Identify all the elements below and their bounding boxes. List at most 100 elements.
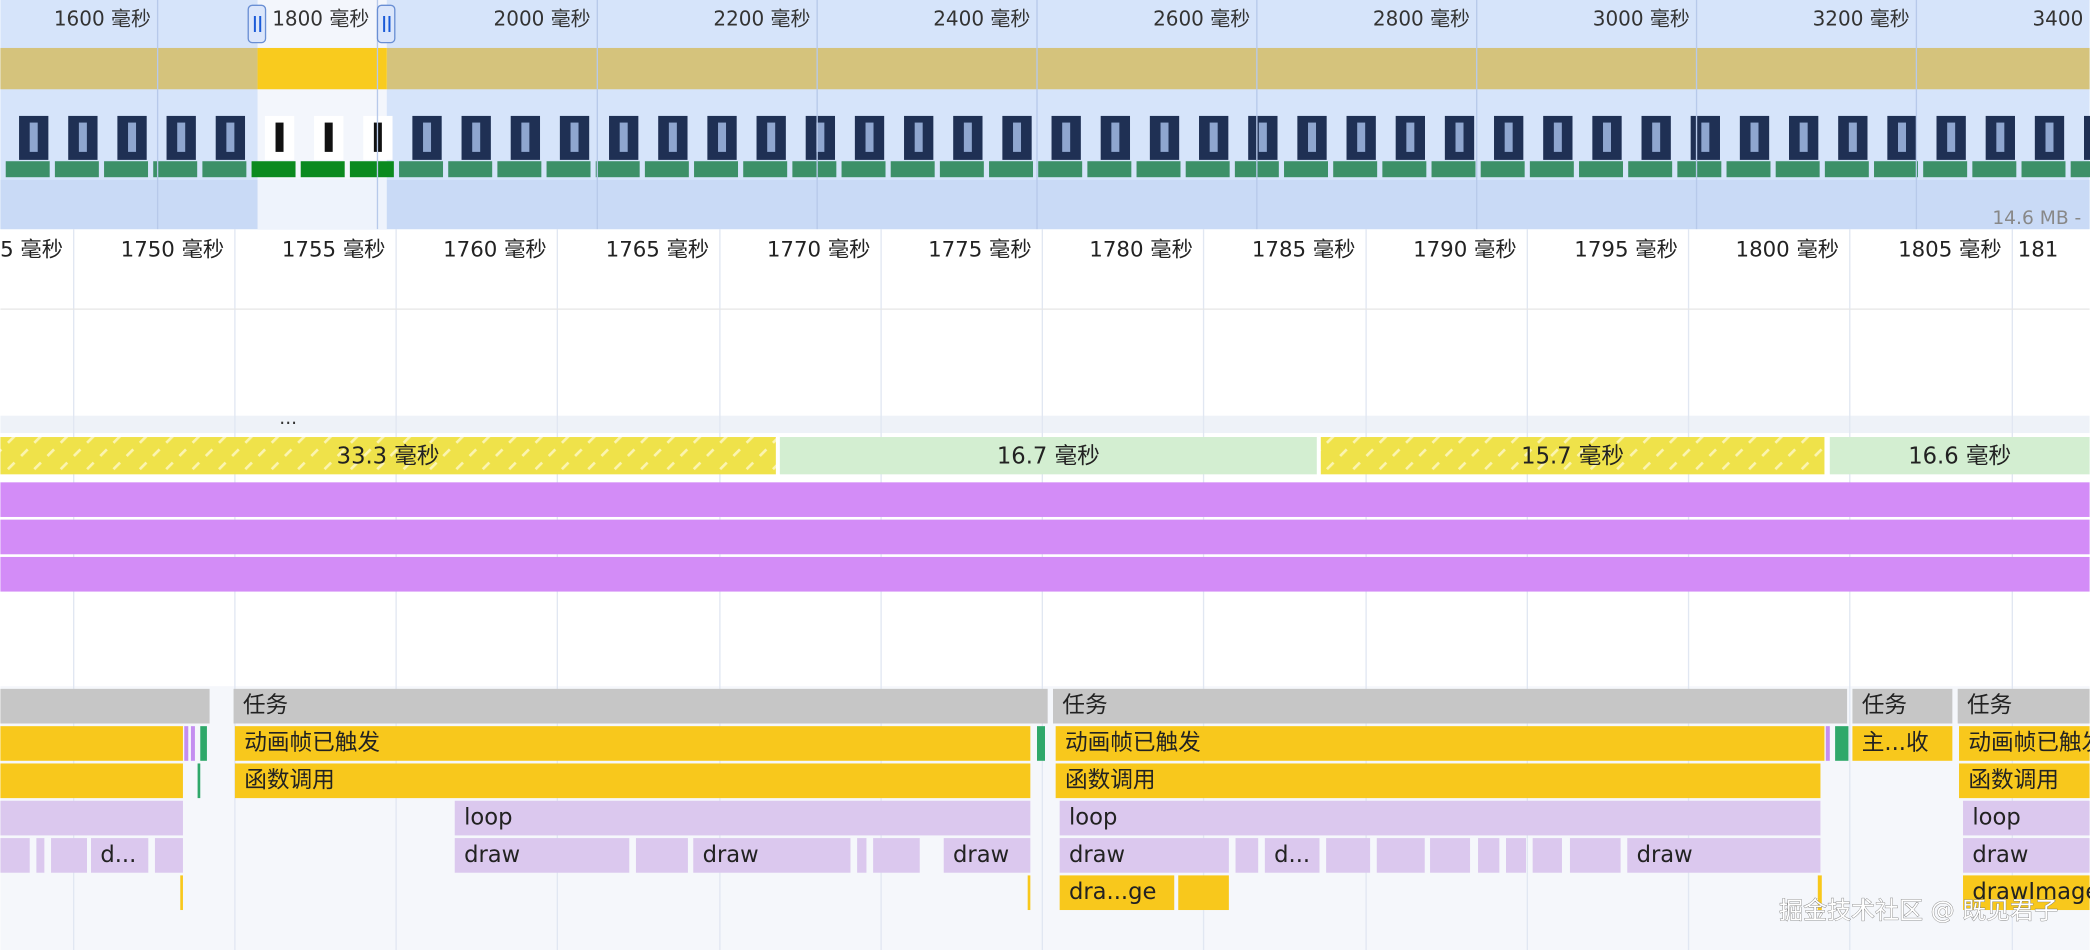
timeline-tick-label: 1790 毫秒 — [1413, 237, 1517, 262]
screenshot-figure — [128, 122, 137, 152]
screenshot-figure — [1848, 122, 1857, 152]
flame-sliver — [1817, 875, 1822, 911]
frame-bar — [1628, 161, 1673, 178]
overview-tick-label: 3400 毫秒 — [2032, 6, 2090, 30]
flame-sliver — [200, 726, 207, 761]
screenshot-figure — [767, 122, 776, 152]
screenshot-figure — [1455, 122, 1464, 152]
frame-bar — [841, 161, 886, 178]
flame-block — [1178, 875, 1229, 911]
flame-label: 任务 — [1862, 693, 1907, 719]
ellipsis-band — [0, 415, 2090, 434]
frame-bar — [694, 161, 739, 178]
frame-bar — [939, 161, 984, 178]
flame-block — [1326, 838, 1371, 873]
screenshot-figure — [1258, 122, 1267, 152]
timeline-tick-label: 1785 毫秒 — [1252, 237, 1356, 262]
gpu-row — [0, 556, 2090, 592]
frame-label: 15.7 毫秒 — [1521, 444, 1624, 470]
flame-label: loop — [1972, 805, 2020, 831]
flame-label: 动画帧已触发 — [244, 730, 380, 756]
flame-block — [857, 838, 867, 873]
frame-bar — [1136, 161, 1181, 178]
frame-bar — [1431, 161, 1476, 178]
screenshot-figure — [1652, 122, 1661, 152]
selection-handle — [376, 4, 396, 44]
selection-handle — [247, 4, 267, 44]
frame-bar — [989, 161, 1034, 178]
timeline-tick-label: 5 毫秒 — [0, 237, 63, 262]
flame-label: 任务 — [243, 693, 288, 719]
frame-bar — [153, 161, 198, 178]
flame-block — [0, 763, 183, 799]
screenshot-figure — [963, 122, 972, 152]
frame-label: 16.6 毫秒 — [1908, 444, 2011, 470]
overview-tick-label: 3000 毫秒 — [1593, 6, 1690, 30]
frame-label: 33.3 毫秒 — [337, 444, 440, 470]
screenshot-figure — [619, 122, 628, 152]
flame-label: draw — [953, 842, 1009, 868]
flame-label: 主...收 — [1862, 730, 1929, 756]
screenshot-figure — [816, 122, 825, 152]
screenshot-figure — [1750, 122, 1759, 152]
flame-label: loop — [464, 805, 512, 831]
overview-tick-label: 2800 毫秒 — [1373, 6, 1470, 30]
frame — [0, 437, 776, 475]
frame-bar — [792, 161, 837, 178]
frame-bar — [54, 161, 99, 178]
overview-tick-label: 2600 毫秒 — [1153, 6, 1250, 30]
frame-bar — [1087, 161, 1132, 178]
flame-block — [1963, 875, 2090, 911]
flame-block — [1852, 726, 1953, 761]
flame-block — [1852, 688, 1953, 724]
flame-label: 任务 — [1062, 693, 1107, 719]
flame-block — [635, 838, 688, 873]
flame-block — [0, 800, 183, 836]
frame-bar — [399, 161, 444, 178]
flame-block — [1235, 838, 1259, 873]
timeline-tick-label: 1760 毫秒 — [443, 237, 547, 262]
timeline-tick-label: 1775 毫秒 — [928, 237, 1032, 262]
screenshot — [2084, 115, 2090, 160]
flame-block — [0, 726, 183, 761]
frame-bar — [1185, 161, 1230, 178]
frame-bar — [1923, 161, 1968, 178]
flame-block — [1506, 838, 1526, 873]
flame-sliver — [190, 726, 195, 761]
flame-block — [454, 838, 630, 873]
frame-bar — [595, 161, 640, 178]
flame-label: draw — [1637, 842, 1693, 868]
screenshot-figure — [718, 122, 727, 152]
frame-bar — [1726, 161, 1771, 178]
timeline-tick-label: 1770 毫秒 — [767, 237, 871, 262]
screenshot-figure — [226, 122, 235, 152]
flame-label: draw — [703, 842, 759, 868]
flame-block — [0, 838, 30, 873]
frame-bar — [2070, 161, 2090, 178]
frame-bar — [5, 161, 50, 178]
flame-sliver — [1037, 726, 1045, 761]
screenshot-figure — [1799, 122, 1808, 152]
frame-bar — [448, 161, 493, 178]
flame-block — [1264, 838, 1320, 873]
screenshot-figure — [1553, 122, 1562, 152]
frame — [779, 437, 1317, 475]
flame-block — [0, 688, 210, 724]
timeline-tick-label: 1805 毫秒 — [1898, 237, 2002, 262]
flame-block — [234, 726, 1031, 761]
screenshot-figure — [2045, 122, 2054, 152]
frame-bar — [300, 161, 345, 178]
flame-block — [1059, 838, 1229, 873]
flame-label: d... — [100, 842, 136, 868]
frame-label: 16.7 毫秒 — [997, 444, 1100, 470]
flame-label: drawImage — [1972, 879, 2090, 905]
timeline-tick-label: 1800 毫秒 — [1736, 237, 1840, 262]
screenshot-figure — [1947, 122, 1956, 152]
flame-sliver — [1825, 726, 1830, 761]
timeline-tick-label: 1765 毫秒 — [606, 237, 710, 262]
flame-block — [693, 838, 851, 873]
screenshot-figure — [324, 122, 333, 152]
frame — [1320, 437, 1825, 475]
flame-sliver — [1835, 726, 1849, 761]
